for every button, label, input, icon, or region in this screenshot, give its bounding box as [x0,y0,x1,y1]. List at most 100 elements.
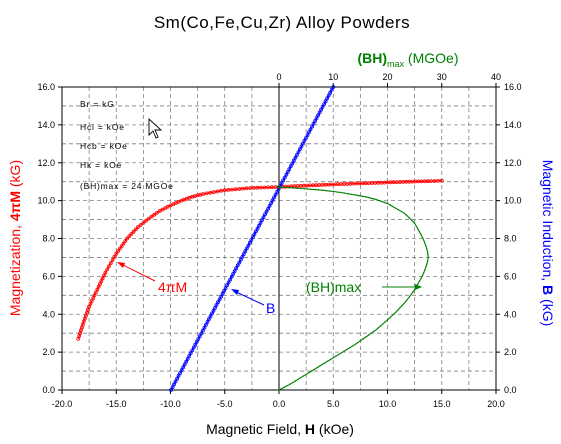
data-point-induction [281,178,286,183]
data-point-induction [194,339,199,344]
data-point-magnetization [99,279,104,284]
data-point-bhmax [403,303,405,305]
callouts: 4πM B (BH)max [117,262,422,316]
data-point-bhmax [423,239,425,242]
data-point-magnetization [248,186,253,191]
data-point-magnetization [131,229,136,234]
y-axis-right-label-post: (kG) [540,295,556,326]
data-point-induction [220,291,225,296]
data-point-bhmax [324,362,326,364]
annotation-box: Br = kG Hci = kOe Hcb = kOe Hk = kOe (BH… [80,99,174,191]
data-point-magnetization [84,313,88,318]
data-point-magnetization [266,185,271,190]
data-point-bhmax [394,311,397,314]
x-tick-label: -20.0 [52,399,73,409]
data-point-bhmax [401,305,403,307]
mouse-cursor-icon [148,117,163,139]
data-point-induction [328,90,333,95]
data-point-magnetization [87,304,91,309]
y-right-tick-label: 12.0 [504,158,522,168]
data-point-bhmax [325,190,327,192]
data-point-induction [279,181,284,186]
data-point-bhmax [291,382,294,384]
top-tick-label: 10 [328,72,338,82]
y-right-tick-label: 8.0 [504,234,517,244]
x-axis-label-post: (kOe) [315,421,354,437]
callout-label-b: B [266,300,275,316]
y-right-tick-label: 4.0 [504,309,517,319]
y-axis-right-label-bold: B [540,285,556,295]
data-point-magnetization [103,270,108,275]
data-point-induction [302,138,307,143]
data-point-magnetization [146,216,151,221]
callout-arrowhead-b [231,289,239,295]
data-point-magnetization [436,178,441,183]
top-tick-label: 0 [276,72,281,82]
data-point-bhmax [300,187,302,190]
y-left-tick-label: 10.0 [37,196,55,206]
data-point-induction [210,311,214,316]
data-point-induction [208,314,213,319]
data-point-induction [319,107,324,112]
data-point-bhmax [307,188,309,190]
y-axis-left-label-pre: Magnetization, [7,221,23,316]
data-point-induction [282,175,287,180]
data-point-induction [258,220,263,225]
x-axis-label: Magnetic Field, H (kOe) [206,421,354,437]
callout-label-4pim: 4πM [158,279,187,295]
data-point-induction [294,153,299,157]
data-point-induction [304,136,308,140]
data-point-bhmax [382,323,384,325]
data-point-induction [275,189,280,194]
data-point-bhmax [370,197,372,199]
data-point-bhmax [392,205,394,208]
top-axis-label-unit: (MGOe) [404,50,458,66]
data-point-bhmax [357,342,359,344]
callout-label-bhmax: (BH)max [306,279,361,295]
data-point-magnetization [233,187,238,192]
annotation-bhmax: (BH)max = 24 MGOe [80,181,174,191]
data-point-bhmax [292,187,295,189]
data-point-magnetization [208,190,213,195]
y-axis-right-label-pre: Magnetic Induction, [540,160,556,285]
data-point-bhmax [343,350,345,352]
data-point-magnetization [262,185,267,190]
data-point-magnetization [222,188,227,193]
data-point-bhmax [314,188,316,191]
data-point-induction [240,254,245,259]
data-point-induction [250,235,255,240]
data-point-bhmax [289,187,291,189]
data-point-bhmax [370,332,372,334]
data-point-bhmax [394,207,397,209]
data-point-magnetization [219,188,224,193]
data-point-induction [287,167,292,172]
data-point-bhmax [420,277,422,279]
data-point-induction [293,155,298,160]
data-point-bhmax [424,242,426,244]
data-point-bhmax [420,234,422,236]
data-point-induction [255,226,260,231]
data-point-bhmax [381,200,383,203]
data-point-bhmax [384,321,386,323]
data-point-bhmax [397,309,399,311]
data-point-bhmax [278,389,280,391]
data-point-induction [188,351,193,356]
y-right-tick-label: 2.0 [504,347,517,357]
top-tick-label: 40 [491,72,501,82]
data-point-induction [322,102,327,106]
data-point-magnetization [112,254,117,259]
data-point-bhmax [367,196,370,199]
data-point-bhmax [389,204,391,206]
series-markers-magnetization [76,178,444,341]
data-point-magnetization [119,244,124,249]
data-point-induction [213,305,217,310]
data-point-bhmax [389,316,391,319]
data-point-bhmax [413,222,416,224]
x-axis-label-pre: Magnetic Field, [206,421,305,437]
data-point-induction [290,161,295,166]
data-point-induction [184,359,189,364]
data-point-magnetization [439,178,444,183]
data-point-bhmax [350,193,352,195]
data-point-induction [317,110,322,115]
data-point-bhmax [413,288,416,291]
